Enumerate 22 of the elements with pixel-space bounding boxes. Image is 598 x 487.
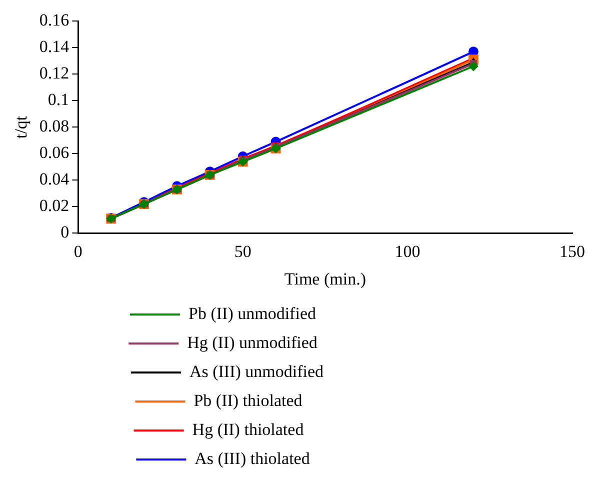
y-tick-label: 0 <box>60 222 70 242</box>
legend-label: Hg (II) thiolated <box>192 420 448 439</box>
x-tick-label: 0 <box>74 242 82 261</box>
point <box>468 61 478 72</box>
legend-label: Pb (II) unmodified <box>188 304 452 323</box>
y-tick-label: 0.16 <box>39 10 70 30</box>
y-tick-label: 0.12 <box>39 64 70 83</box>
y-tick-label: 0.14 <box>39 37 70 56</box>
x-tick-label: 100 <box>394 242 420 261</box>
x-tick-label: 50 <box>234 242 252 261</box>
legend-label: Pb (II) thiolated <box>194 390 447 410</box>
y-tick-label: 0.02 <box>39 196 70 216</box>
y-tick-label: 0.04 <box>39 170 70 189</box>
y-tick-label: 0.08 <box>39 116 70 136</box>
y-axis-title: t/qt <box>12 116 31 139</box>
x-tick-label: 150 <box>560 242 585 261</box>
legend-label: As (III) thiolated <box>194 448 446 468</box>
y-tick-label: 0.1 <box>48 90 70 110</box>
legend-label: As (III) unmodified <box>189 362 452 381</box>
legend-label: Hg (II) unmodified <box>187 332 454 352</box>
y-tick-label: 0.06 <box>39 143 70 162</box>
x-axis-title: Time (min.) <box>284 269 366 288</box>
